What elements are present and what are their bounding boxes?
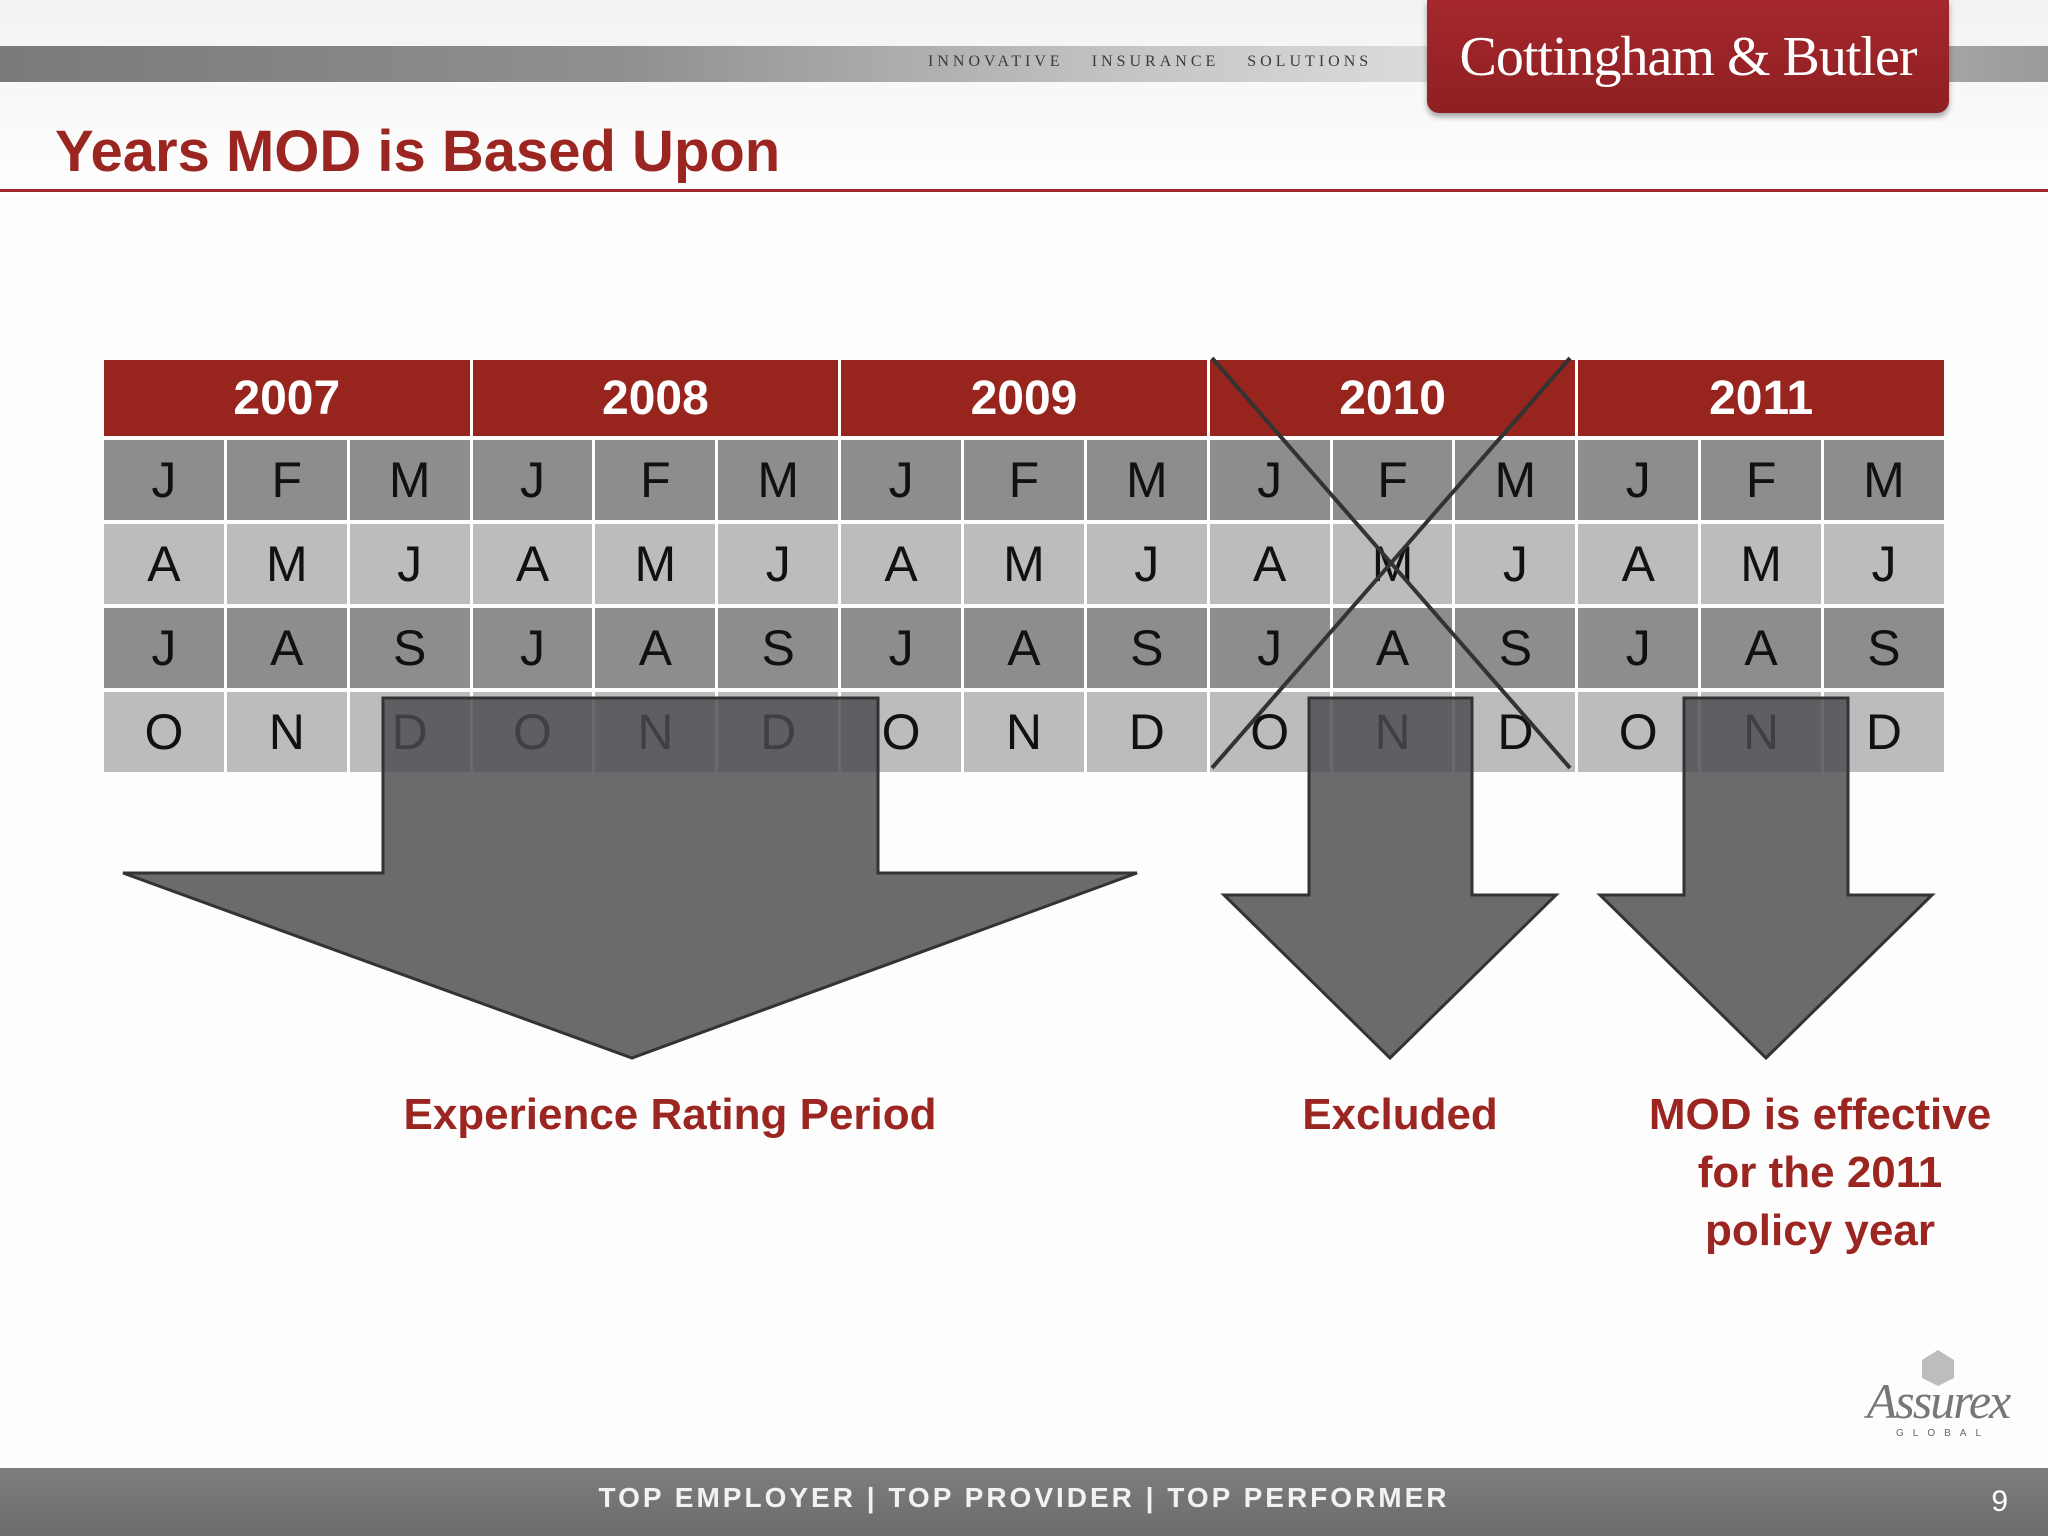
brand-logo: Cottingham & Butler [1427,0,1949,113]
month-cell: J [1824,524,1944,604]
month-cell: N [226,692,350,772]
mod-label-line: policy year [1705,1206,1935,1255]
month-cell: A [1332,608,1456,688]
month-cell: F [595,440,719,520]
year-header-2009: 2009 [841,360,1210,436]
month-cell: J [1209,440,1333,520]
tagline-word: INSURANCE [1091,53,1220,70]
month-cell: J [1578,608,1702,688]
month-cell: M [1086,440,1210,520]
month-cell: D [718,692,842,772]
month-cell: M [1824,440,1944,520]
month-cell: A [1701,608,1825,688]
month-cell: F [964,440,1087,520]
month-cell: J [841,440,965,520]
partner-logo-sub: GLOBAL [1895,1428,1991,1439]
month-cell: N [1332,692,1456,772]
mod-label: MOD is effective for the 2011 policy yea… [1600,1086,2040,1260]
month-cell: N [964,692,1087,772]
year-header-row: 2007 2008 2009 2010 2011 [104,360,1944,436]
month-cell: S [349,608,473,688]
month-cell: S [718,608,842,688]
excluded-label: Excluded [1302,1090,1498,1139]
month-cell: N [595,692,719,772]
month-cell: J [841,608,965,688]
month-cell: O [104,692,227,772]
month-cell: A [472,524,596,604]
month-cell: S [1455,608,1579,688]
month-cell: F [1701,440,1825,520]
month-cell: M [595,524,719,604]
page-number: 9 [1991,1485,2008,1518]
mod-label-line: MOD is effective [1648,1090,1992,1139]
month-cell: M [349,440,473,520]
month-cell: O [472,692,596,772]
month-cell: S [1824,608,1944,688]
month-cell: M [226,524,350,604]
month-cell: J [472,608,596,688]
month-cell: M [1455,440,1579,520]
year-header-2010: 2010 [1209,360,1579,436]
slide-title: Years MOD is Based Upon [55,119,781,184]
month-cell: D [1086,692,1210,772]
mod-label-line: for the 2011 [1697,1148,1943,1197]
month-cell: O [841,692,965,772]
month-cell: D [349,692,473,772]
month-cell: M [718,440,842,520]
month-cell: M [1701,524,1825,604]
month-cell: A [841,524,965,604]
month-cell: O [1209,692,1333,772]
month-cell: N [1701,692,1825,772]
experience-label: Experience Rating Period [403,1090,937,1139]
month-cell: A [104,524,227,604]
tagline-word: SOLUTIONS [1247,53,1373,70]
month-cell: J [1086,524,1210,604]
month-cell: J [472,440,596,520]
month-cell: M [1332,524,1456,604]
title-divider [0,189,2048,192]
month-cell: A [595,608,719,688]
year-header-2008: 2008 [472,360,842,436]
footer-slogan: TOP EMPLOYER | TOP PROVIDER | TOP PERFOR… [598,1482,1450,1513]
tagline: INNOVATIVE INSURANCE SOLUTIONS [928,53,1388,77]
month-cell: A [226,608,350,688]
month-cell: M [964,524,1087,604]
year-header-2007: 2007 [104,360,473,436]
month-cell: J [1578,440,1702,520]
month-cell: J [718,524,842,604]
month-cell: D [1824,692,1944,772]
month-cell: F [226,440,350,520]
month-cell: A [964,608,1087,688]
month-cell: O [1578,692,1702,772]
month-cell: J [104,608,227,688]
month-cell: A [1578,524,1702,604]
tagline-word: INNOVATIVE [928,53,1064,70]
partner-logo: Assurex [1866,1373,2011,1429]
brand-name: Cottingham & Butler [1459,25,1918,88]
month-cell: J [104,440,227,520]
month-cell: J [1209,608,1333,688]
footer-bar [0,1468,2048,1536]
month-cell: J [349,524,473,604]
year-header-2011: 2011 [1578,360,1944,436]
month-cell: F [1332,440,1456,520]
month-cell: A [1209,524,1333,604]
month-cell: J [1455,524,1579,604]
assurex-mark-icon [1922,1350,1954,1386]
month-cell: D [1455,692,1579,772]
month-cell: S [1086,608,1210,688]
